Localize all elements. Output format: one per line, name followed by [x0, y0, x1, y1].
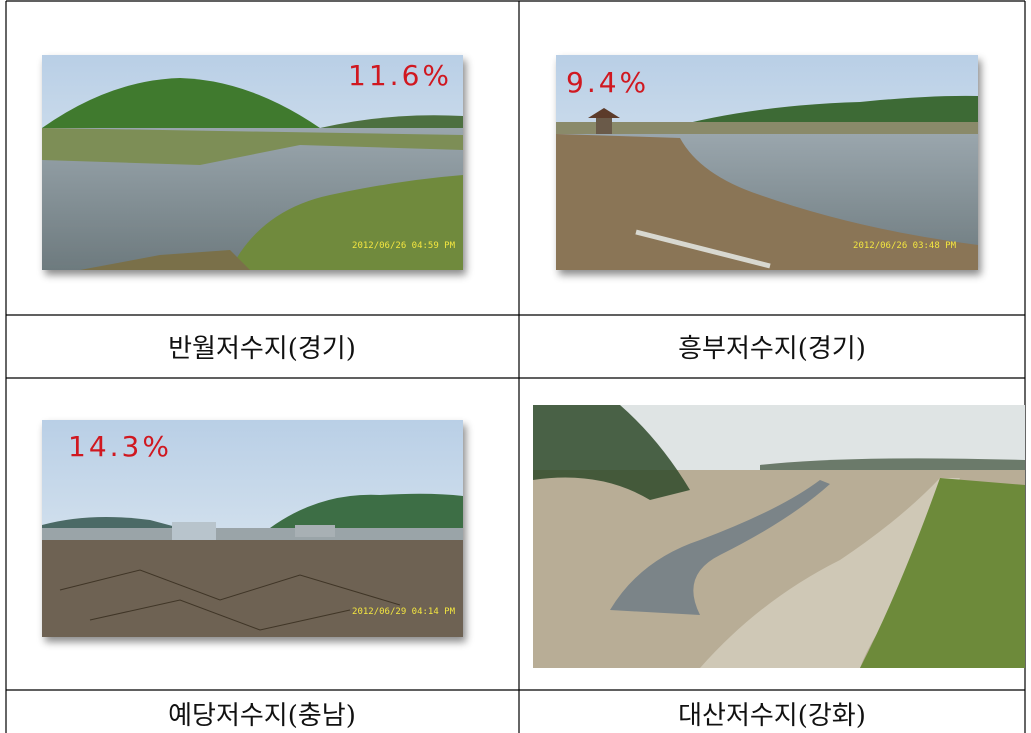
- photo-label: 9.4%: [566, 66, 649, 99]
- caption: 대산저수지(강화): [678, 701, 866, 731]
- photo-label: 14.3%: [68, 430, 172, 463]
- photo-timestamp: 2012/06/26 04:59 PM: [352, 241, 456, 251]
- caption: 예당저수지(충남): [168, 701, 356, 731]
- photo-timestamp: 2012/06/26 03:48 PM: [853, 241, 957, 251]
- caption: 흥부저수지(경기): [678, 334, 866, 364]
- document: 11.6% 2012/06/26 04:59 PM 9.4% 2012/06/2…: [0, 0, 1031, 733]
- photo: [533, 405, 1025, 668]
- photo-label: 11.6%: [348, 59, 452, 92]
- photo-timestamp: 2012/06/29 04:14 PM: [352, 607, 456, 617]
- caption: 반월저수지(경기): [168, 334, 356, 364]
